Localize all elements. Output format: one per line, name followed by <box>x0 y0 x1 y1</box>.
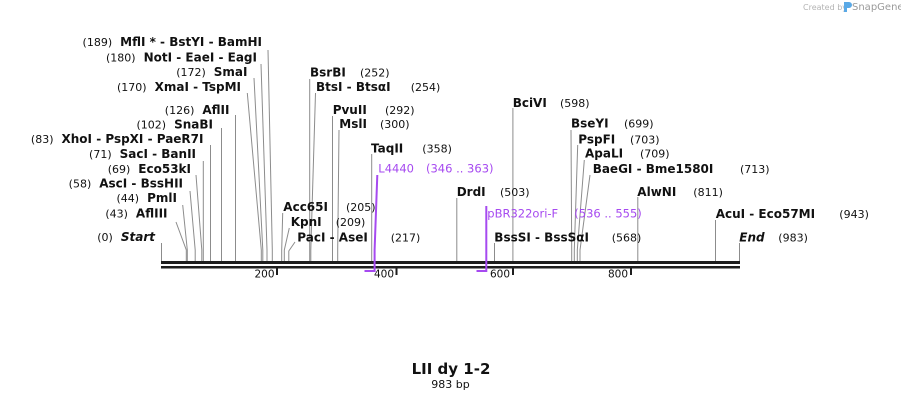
cut-line-msli <box>337 129 340 261</box>
site-label-pmli[interactable]: (44) PmlI <box>117 191 177 205</box>
site-label-msli[interactable]: MslI (300) <box>339 117 409 131</box>
start-label: (0) Start <box>97 230 156 244</box>
site-label-taqii[interactable]: TaqII (358) <box>371 142 452 156</box>
snapgene-logo-icon <box>844 2 852 12</box>
cut-line-xmai <box>246 92 262 261</box>
primer-pbr322ori-f-label[interactable]: pBR322ori-F (536 .. 555) <box>487 207 642 221</box>
cut-line-afliii <box>175 221 187 261</box>
site-label-alwni[interactable]: AlwNI (811) <box>637 185 723 199</box>
site-lines <box>161 49 740 261</box>
site-label-drdi[interactable]: DrdI (503) <box>457 185 530 199</box>
primer-l4440-label[interactable]: L4440 (346 .. 363) <box>378 162 493 176</box>
site-label-afliii[interactable]: (43) AflIII <box>105 207 167 221</box>
primer-pbr322ori-f-arrow[interactable] <box>476 206 488 272</box>
cut-line-eco53ki <box>195 174 203 261</box>
cut-line-bseyi <box>570 129 573 261</box>
site-label-bamhi[interactable]: (189) MflI * - BstYI - BamHI <box>83 35 262 49</box>
tick-label-600: 600 <box>490 269 510 281</box>
primer-l4440[interactable]: L4440 (346 .. 363) <box>364 162 494 272</box>
end-label: End (983) <box>739 231 808 245</box>
site-label-smai[interactable]: (172) SmaI <box>176 65 247 79</box>
site-label-btsi[interactable]: BtsI - BtsαI (254) <box>316 80 440 94</box>
site-label-aflii[interactable]: (126) AflII <box>165 103 230 117</box>
site-label-paci[interactable]: PacI - AseI (217) <box>297 231 420 245</box>
cut-line-eagi <box>260 63 268 261</box>
site-label-eco53ki[interactable]: (69) Eco53kI <box>108 162 191 176</box>
cut-line-btsi <box>310 92 316 261</box>
site-label-bcivi[interactable]: BciVI (598) <box>513 96 590 110</box>
cut-line-pspfi <box>573 144 579 261</box>
site-label-apali[interactable]: ApaLI (709) <box>585 147 670 161</box>
site-label-xmai[interactable]: (170) XmaI - TspMI <box>117 80 241 94</box>
cut-line-asci <box>189 190 196 261</box>
sequence-length: 983 bp <box>431 378 469 391</box>
primer-pbr322ori-f[interactable]: pBR322ori-F (536 .. 555) <box>476 206 642 272</box>
primer-l4440-arrow[interactable] <box>364 174 379 272</box>
cut-line-acc65i <box>281 212 284 261</box>
right-site-labels: BsrBI (252) BtsI - BtsαI (254) PvuII (292) … <box>283 66 869 245</box>
cut-line-paci <box>288 241 296 261</box>
cut-line-kpni <box>283 227 290 261</box>
tick-label-200: 200 <box>254 269 274 281</box>
left-site-labels: (189) MflI * - BstYI - BamHI (180) NotI - … <box>31 35 262 244</box>
tick-label-400: 400 <box>374 269 394 281</box>
site-label-xhoi[interactable]: (83) XhoI - PspXI - PaeR7I <box>31 132 204 146</box>
snapgene-credit: Created by SnapGene <box>803 2 901 13</box>
backbone-bottom-strand[interactable] <box>161 266 740 269</box>
site-label-kpni[interactable]: KpnI (209) <box>291 215 366 229</box>
backbone-top-strand[interactable] <box>161 261 740 264</box>
ruler: 200 400 600 800 <box>254 268 632 281</box>
site-label-eagi[interactable]: (180) NotI - EaeI - EagI <box>106 51 257 65</box>
site-label-acc65i[interactable]: Acc65I (205) <box>283 200 375 214</box>
cut-line-smai <box>253 77 264 261</box>
site-label-saci[interactable]: (71) SacI - BanII <box>89 147 196 161</box>
cut-line-baegi <box>579 174 591 261</box>
sequence-backbone[interactable] <box>161 261 740 269</box>
map-title: LII dy 1-2 <box>412 360 491 378</box>
site-label-pvuii[interactable]: PvuII (292) <box>333 103 415 117</box>
site-label-acui[interactable]: AcuI - Eco57MI (943) <box>716 207 869 221</box>
site-label-pspfi[interactable]: PspFI (703) <box>578 133 659 147</box>
cut-line-apali <box>576 159 585 261</box>
site-label-bsssi[interactable]: BssSI - BssSαI (568) <box>494 231 641 245</box>
cut-line-bamhi <box>267 49 273 261</box>
credit-text: Created by <box>803 3 847 12</box>
cut-line-pmli <box>182 204 188 261</box>
site-label-bseyi[interactable]: BseYI (699) <box>571 117 654 131</box>
site-label-baegi[interactable]: BaeGI - Bme1580I (713) <box>593 162 770 176</box>
site-label-snabi[interactable]: (102) SnaBI <box>137 118 214 132</box>
site-label-bsrbi[interactable]: BsrBI (252) <box>310 66 390 80</box>
tick-label-800: 800 <box>608 269 628 281</box>
brand-name: SnapGene <box>852 2 901 13</box>
site-label-asci[interactable]: (58) AscI - BssHII <box>69 177 183 191</box>
